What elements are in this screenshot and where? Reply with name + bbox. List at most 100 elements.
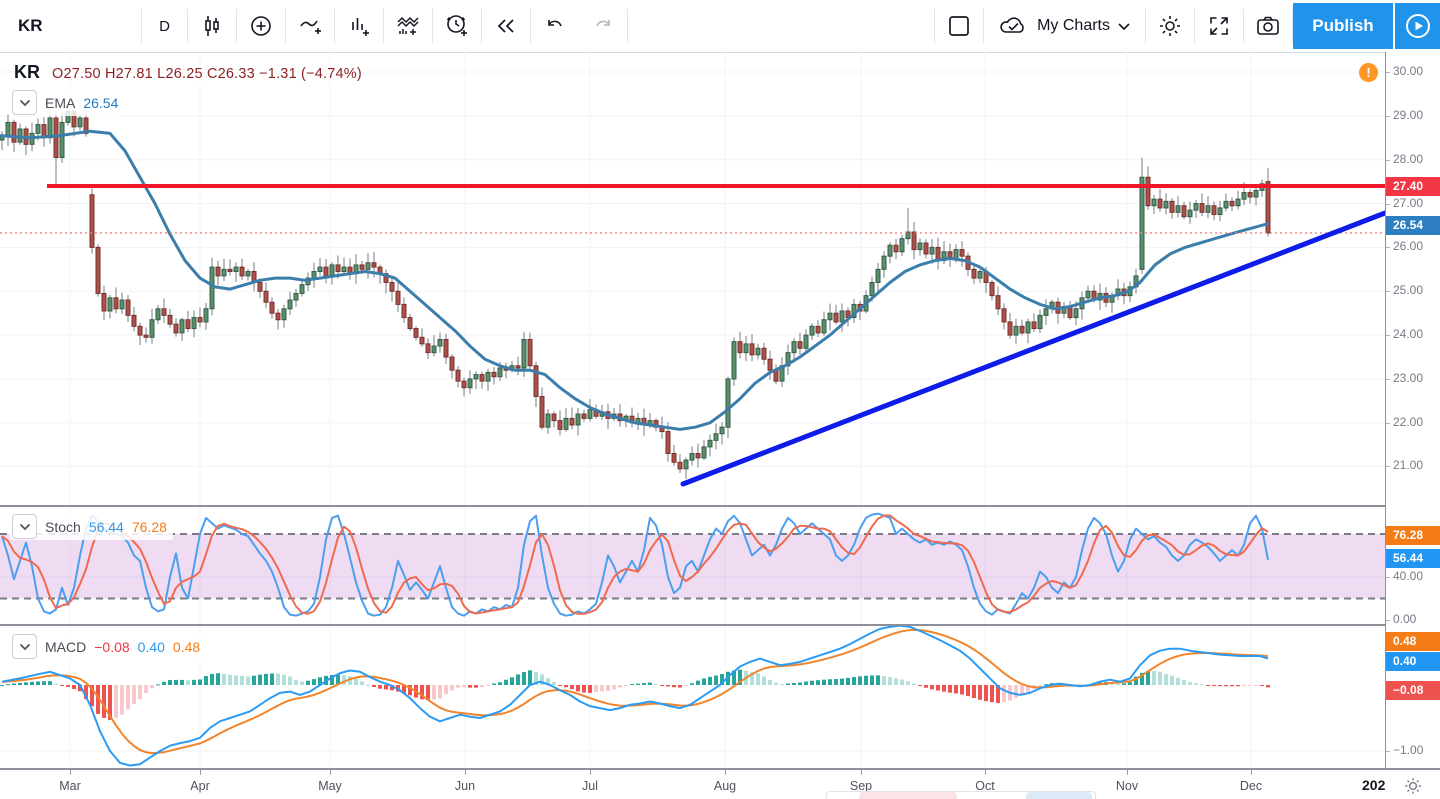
stoch-legend: Stoch 56.44 76.28 bbox=[10, 513, 173, 540]
collapse-pane-button[interactable] bbox=[12, 514, 37, 539]
macd-histogram-bar bbox=[792, 683, 796, 685]
theme-sun-icon[interactable] bbox=[1404, 777, 1422, 795]
candle-body bbox=[557, 420, 563, 430]
macd-histogram-bar bbox=[786, 683, 790, 685]
collapse-pane-button[interactable] bbox=[12, 634, 37, 659]
macd-histogram-bar bbox=[1266, 685, 1270, 688]
candle-body bbox=[803, 334, 809, 349]
month-label: Nov bbox=[1115, 779, 1139, 793]
macd-histogram-bar bbox=[360, 681, 364, 685]
compare-button[interactable] bbox=[237, 7, 285, 45]
price-axis-badge: 27.40 bbox=[1386, 177, 1440, 196]
candle-body bbox=[1223, 200, 1229, 209]
macd-histogram-bar bbox=[762, 676, 766, 685]
warning-badge-icon[interactable]: ! bbox=[1359, 63, 1378, 82]
macd-histogram-bar bbox=[780, 683, 784, 685]
alert-button[interactable] bbox=[433, 7, 481, 45]
macd-histogram-bar bbox=[828, 679, 832, 685]
candle-body bbox=[1163, 200, 1169, 209]
macd-histogram-bar bbox=[888, 677, 892, 685]
candle-body bbox=[461, 380, 467, 389]
candle-body bbox=[53, 117, 59, 159]
stoch-k-line bbox=[1, 512, 1269, 617]
line-tools-button[interactable] bbox=[286, 7, 334, 45]
price-axis-label: 28.00 bbox=[1393, 152, 1424, 166]
snapshot-button[interactable] bbox=[1244, 7, 1292, 45]
price-axis[interactable]: 30.00 29.00 28.00 27.00 26.00 25.00 24.00 23.00… bbox=[1385, 52, 1440, 799]
candle-body bbox=[449, 356, 455, 371]
macd-histogram-bar bbox=[504, 679, 508, 685]
candle-body bbox=[1193, 203, 1199, 211]
toolbar-right-group: My Charts bbox=[934, 0, 1440, 52]
macd-histogram-bar bbox=[0, 685, 4, 686]
candle-body bbox=[197, 317, 203, 323]
macd-histogram-bar bbox=[150, 685, 154, 689]
publish-idea-play-button[interactable] bbox=[1395, 3, 1440, 49]
candle-body bbox=[59, 121, 65, 159]
chevron-down-icon bbox=[19, 643, 30, 650]
macd-histogram-bar bbox=[1140, 672, 1144, 685]
macd-histogram-bar bbox=[60, 685, 64, 686]
time-axis[interactable]: 202 Mar Apr May Jun Jul Aug Sep Oct Nov Dec bbox=[0, 768, 1440, 799]
candle-body bbox=[1151, 198, 1157, 207]
macd-histogram-bar bbox=[666, 685, 670, 687]
pane-divider[interactable] bbox=[0, 505, 1440, 507]
indicators-button[interactable] bbox=[335, 7, 383, 45]
collapse-pane-button[interactable] bbox=[12, 90, 37, 115]
pane-divider[interactable] bbox=[0, 624, 1440, 626]
chart-style-button[interactable] bbox=[188, 7, 236, 45]
macd-histogram-bar bbox=[1260, 685, 1264, 687]
macd-histogram-bar bbox=[54, 683, 58, 685]
candle-body bbox=[155, 308, 161, 321]
candle-body bbox=[245, 271, 251, 277]
candle-body bbox=[395, 290, 401, 305]
layout-button[interactable] bbox=[935, 7, 983, 45]
toolbar-separator bbox=[983, 9, 985, 43]
macd-histogram-bar bbox=[654, 684, 658, 686]
macd-histogram-bar bbox=[858, 676, 862, 685]
macd-histogram-bar bbox=[342, 675, 346, 685]
macd-histogram-bar bbox=[6, 684, 10, 686]
my-charts-button[interactable]: My Charts bbox=[984, 7, 1145, 45]
macd-histogram-bar bbox=[1224, 685, 1228, 687]
interval-button[interactable]: D bbox=[142, 7, 187, 45]
legend-ohlc-values: O27.50 H27.81 L26.25 C26.33 −1.31 (−4.74… bbox=[52, 66, 362, 82]
rewind-icon bbox=[497, 19, 514, 33]
macd-histogram-bar bbox=[114, 685, 118, 718]
macd-histogram-bar bbox=[1014, 685, 1018, 699]
bottom-peek-blue[interactable] bbox=[1026, 792, 1092, 799]
macd-histogram-bar bbox=[528, 670, 532, 685]
macd-histogram-bar bbox=[258, 674, 262, 685]
toolbar-separator bbox=[334, 9, 335, 43]
play-circle-icon bbox=[1405, 14, 1430, 38]
candle-body bbox=[89, 194, 95, 248]
fullscreen-button[interactable] bbox=[1195, 7, 1243, 45]
chart-settings-button[interactable] bbox=[1146, 7, 1194, 45]
symbol-search-button[interactable]: KR bbox=[0, 7, 141, 45]
macd-histogram-bar bbox=[480, 685, 484, 688]
toolbar-separator bbox=[627, 9, 628, 43]
candle-body bbox=[443, 338, 449, 358]
macd-histogram-bar bbox=[96, 685, 100, 714]
macd-histogram-bar bbox=[1002, 685, 1006, 703]
candle-body bbox=[497, 367, 503, 378]
strategies-add-icon bbox=[397, 16, 419, 35]
publish-button[interactable]: Publish bbox=[1293, 3, 1393, 49]
price-axis-label: 27.00 bbox=[1393, 196, 1424, 210]
redo-button[interactable] bbox=[579, 7, 627, 45]
bottom-peek-panel[interactable] bbox=[826, 791, 1096, 799]
toolbar-separator bbox=[141, 9, 142, 43]
month-tick bbox=[985, 770, 986, 775]
trend-line[interactable] bbox=[680, 210, 1388, 487]
ema-line[interactable] bbox=[0, 129, 1270, 431]
bottom-peek-pink[interactable] bbox=[859, 792, 957, 799]
macd-histogram-bar bbox=[576, 685, 580, 692]
candle-body bbox=[749, 343, 755, 356]
axis-tick bbox=[1386, 751, 1390, 752]
price-axis-label: 23.00 bbox=[1393, 371, 1424, 385]
bar-replay-button[interactable] bbox=[482, 7, 530, 45]
undo-button[interactable] bbox=[531, 7, 579, 45]
macd-histogram-bar bbox=[222, 673, 226, 685]
strategies-button[interactable] bbox=[384, 7, 432, 45]
